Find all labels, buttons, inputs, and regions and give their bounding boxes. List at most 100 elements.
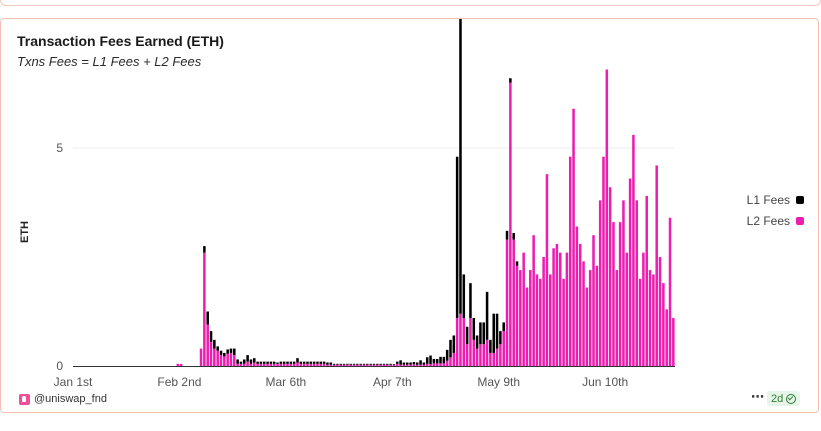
bar-l1-fees	[429, 355, 432, 365]
bar-l2-fees	[522, 252, 525, 366]
bar-l1-fees	[356, 363, 359, 365]
x-tick-label: Feb 2nd	[157, 375, 201, 389]
bar-l2-fees	[216, 350, 219, 366]
bar-l2-fees	[515, 265, 519, 366]
bar-l1-fees	[239, 361, 243, 364]
bar-l2-fees	[396, 363, 399, 366]
bar-l2-fees	[199, 348, 203, 366]
bar-l1-fees	[379, 363, 382, 365]
bar-l1-fees	[369, 363, 372, 365]
bar-l1-fees	[482, 322, 486, 345]
bar-l2-fees	[279, 363, 283, 366]
bar-l2-fees	[605, 69, 609, 366]
bar-l1-fees	[279, 361, 283, 364]
author-handle: @uniswap_fnd	[34, 393, 107, 405]
bar-l2-fees	[402, 364, 406, 366]
bar-l1-fees	[462, 274, 466, 319]
bar-l1-fees	[282, 361, 286, 364]
bar-l2-fees	[542, 257, 545, 366]
bar-l1-fees	[505, 230, 509, 240]
bar-l1-fees	[266, 361, 269, 364]
bar-l2-fees	[578, 243, 582, 366]
bar-l2-fees	[316, 363, 319, 366]
bar-l2-fees	[226, 353, 229, 366]
bar-l2-fees	[399, 364, 402, 366]
bar-l1-fees	[246, 355, 249, 362]
bar-l1-fees	[329, 362, 333, 365]
bar-l2-fees	[349, 364, 352, 366]
bar-l2-fees	[276, 363, 279, 366]
bar-l2-fees	[409, 364, 412, 366]
bar-l1-fees	[302, 361, 306, 364]
bar-l1-fees	[485, 291, 489, 340]
bar-l2-fees	[672, 318, 675, 366]
bar-l1-fees	[316, 361, 319, 364]
y-axis-label: ETH	[19, 221, 31, 243]
bar-l1-fees	[435, 359, 439, 364]
bar-l1-fees	[262, 361, 266, 364]
bar-l1-fees	[472, 318, 476, 340]
bar-l1-fees	[289, 361, 293, 364]
bar-l2-fees	[449, 357, 452, 366]
bar-l2-fees	[369, 364, 372, 366]
bar-l2-fees	[595, 265, 599, 366]
bar-l2-fees	[379, 364, 382, 366]
bar-l2-fees	[475, 348, 479, 366]
bar-l2-fees	[372, 364, 376, 366]
bar-l1-fees	[392, 364, 396, 366]
bar-l2-fees	[229, 352, 233, 366]
freshness-badge[interactable]: 2d	[767, 391, 801, 406]
bar-l1-fees	[342, 363, 346, 365]
bar-l1-fees	[286, 361, 289, 364]
bar-l1-fees	[372, 363, 376, 365]
bar-l2-fees	[266, 363, 269, 366]
bar-l1-fees	[439, 356, 442, 364]
bar-l2-fees	[469, 318, 472, 366]
bar-l2-fees	[535, 274, 539, 366]
bar-l2-fees	[565, 252, 569, 366]
bar-l2-fees	[608, 187, 612, 366]
bar-l1-fees	[229, 348, 233, 353]
bar-l1-fees	[405, 362, 409, 365]
bar-l2-fees	[568, 156, 572, 366]
bar-l2-fees	[549, 274, 552, 366]
bar-l2-fees	[359, 364, 362, 366]
bar-l1-fees	[382, 363, 386, 365]
bar-l2-fees	[272, 363, 276, 366]
bar-l2-fees	[495, 348, 499, 366]
bar-l1-fees	[442, 356, 446, 364]
bar-l2-fees	[179, 363, 183, 366]
bar-l2-fees	[622, 200, 625, 366]
more-options-icon[interactable]: ⋯	[751, 389, 764, 404]
bar-l1-fees	[249, 359, 253, 364]
bar-l2-fees	[618, 222, 622, 366]
bar-l2-fees	[489, 352, 492, 366]
bar-l1-fees	[502, 322, 505, 332]
author-attribution[interactable]: @uniswap_fnd	[19, 393, 107, 405]
bar-l2-fees	[302, 363, 306, 366]
bar-l2-fees	[415, 364, 419, 366]
bar-l1-fees	[359, 363, 362, 365]
bar-l2-fees	[299, 363, 303, 366]
bar-l2-fees	[435, 363, 439, 366]
bar-l2-fees	[539, 278, 542, 366]
bar-l1-fees	[455, 156, 459, 319]
bar-l2-fees	[236, 363, 239, 366]
bar-l2-fees	[322, 363, 326, 366]
bar-l2-fees	[262, 363, 266, 366]
legend-label: L1 Fees	[747, 193, 790, 207]
bar-l1-fees	[213, 339, 216, 349]
bar-l1-fees	[203, 246, 206, 253]
bar-l1-fees	[445, 349, 449, 361]
bar-l1-fees	[346, 363, 349, 365]
y-tick-label: 5	[56, 141, 63, 155]
x-tick-label: Jun 10th	[582, 375, 628, 389]
bar-l2-fees	[209, 342, 213, 366]
bar-l2-fees	[638, 278, 642, 366]
bar-l2-fees	[485, 339, 489, 366]
bar-l1-fees	[306, 361, 309, 364]
bar-l1-fees	[432, 359, 436, 364]
bar-l1-fees	[292, 361, 296, 364]
bar-l1-fees	[352, 363, 356, 365]
freshness-label: 2d	[771, 392, 784, 405]
